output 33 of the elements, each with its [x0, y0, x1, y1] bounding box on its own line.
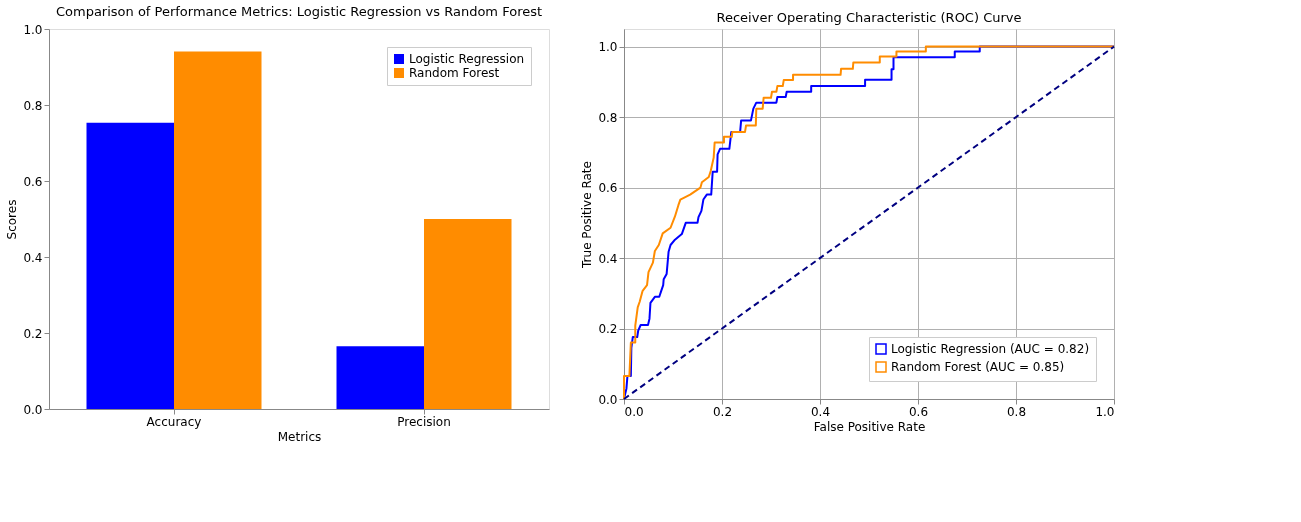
y-tick-label: 0.8 — [598, 110, 618, 125]
legend-label: Logistic Regression (AUC = 0.82) — [891, 342, 1090, 356]
y-tick-label: 1.0 — [598, 40, 618, 55]
y-axis-title: Scores — [5, 199, 20, 240]
legend-label: Logistic Regression — [409, 52, 525, 66]
y-tick-label: 1.0 — [23, 22, 43, 37]
y-axis-title: True Positive Rate — [580, 161, 595, 269]
y-tick-label: 0.2 — [598, 322, 618, 337]
legend-label: Random Forest (AUC = 0.85) — [891, 360, 1065, 374]
legend-label: Random Forest — [409, 66, 500, 80]
x-tick-label: Accuracy — [146, 414, 202, 429]
x-tick-label: Precision — [397, 414, 451, 429]
bar — [174, 51, 262, 409]
x-tick-label: 0.4 — [810, 404, 831, 419]
bar — [86, 122, 174, 409]
y-tick-label: 0.4 — [598, 251, 618, 266]
x-tick-label: 0.2 — [712, 404, 733, 419]
chart-title: Receiver Operating Characteristic (ROC) Curve — [716, 10, 1022, 25]
y-tick-label: 0.8 — [23, 98, 43, 113]
bar — [336, 346, 424, 409]
x-tick-label: 0.0 — [624, 404, 644, 419]
x-axis-title: False Positive Rate — [813, 419, 926, 434]
x-axis-title: Metrics — [277, 429, 322, 444]
y-tick-label: 0.4 — [23, 250, 43, 265]
x-tick-label: 0.6 — [908, 404, 929, 419]
x-tick-label: 1.0 — [1095, 404, 1115, 419]
y-tick-label: 0.2 — [23, 326, 43, 341]
x-tick-label: 0.8 — [1006, 404, 1027, 419]
y-tick-label: 0.6 — [23, 174, 43, 189]
bar — [424, 219, 512, 409]
chart-title: Comparison of Performance Metrics: Logistic Regression vs Random Forest — [55, 4, 543, 19]
y-tick-label: 0.0 — [598, 392, 618, 407]
y-tick-label: 0.6 — [598, 181, 618, 196]
